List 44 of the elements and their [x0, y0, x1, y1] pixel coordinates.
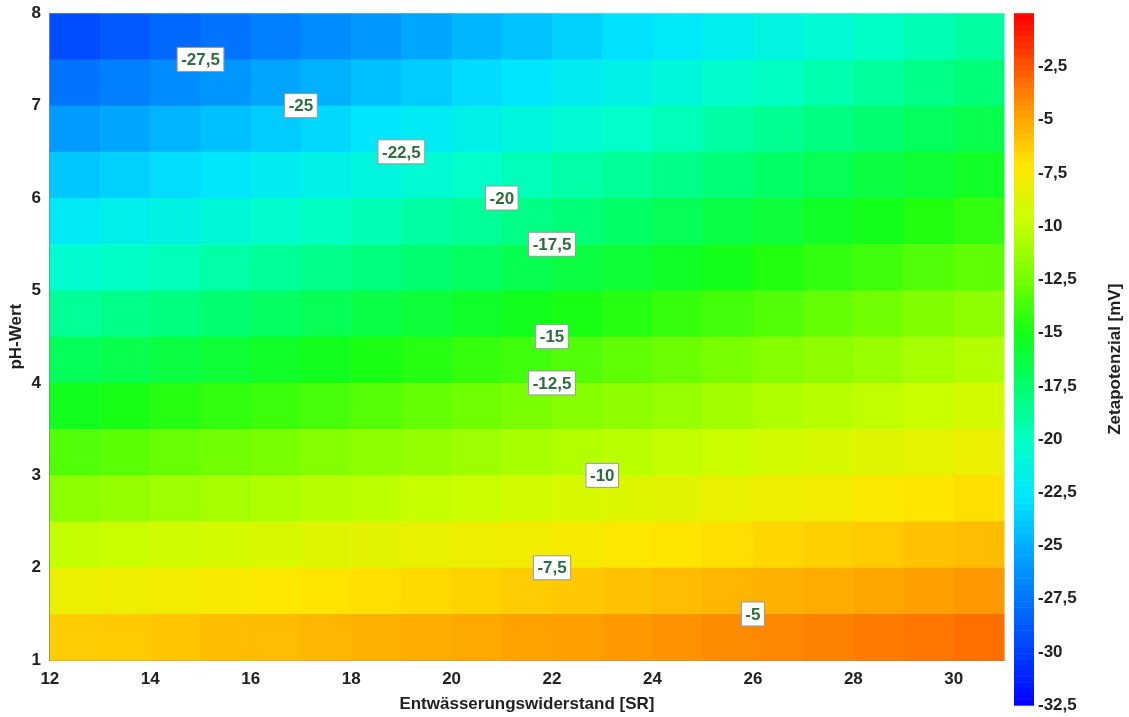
color-bar-label: -22,5: [1038, 481, 1077, 501]
color-bar-label: -30: [1038, 641, 1063, 661]
annotation: -5: [745, 604, 761, 624]
color-bar-label: -10: [1038, 215, 1063, 235]
annotation: -10: [589, 466, 615, 486]
color-bar-title: Zetapotenzial [mV]: [1104, 283, 1124, 435]
y-tick-label: 3: [31, 465, 41, 485]
y-tick-label: 5: [31, 280, 41, 300]
color-bar-label: -15: [1038, 322, 1063, 342]
x-tick-label: 30: [944, 669, 964, 689]
x-tick-label: 28: [843, 669, 863, 689]
x-tick-label: 18: [341, 669, 361, 689]
color-bar-label: -32,5: [1038, 694, 1077, 714]
y-tick-label: 8: [31, 2, 41, 22]
color-bar-label: -7,5: [1038, 162, 1068, 182]
y-tick-label: 2: [31, 557, 41, 577]
annotation: -15: [539, 327, 565, 347]
x-tick-label: 22: [542, 669, 562, 689]
y-tick-label: 1: [31, 649, 41, 669]
x-tick-label: 16: [241, 669, 261, 689]
x-tick-label: 24: [643, 669, 663, 689]
color-bar-label: -17,5: [1038, 375, 1077, 395]
y-tick-label: 6: [31, 187, 41, 207]
y-tick-label: 4: [31, 372, 42, 392]
color-bar-label: -5: [1038, 109, 1054, 129]
annotation: -25: [288, 96, 314, 116]
annotation: -20: [489, 188, 515, 208]
annotation: -7,5: [537, 558, 567, 578]
x-tick-label: 14: [140, 669, 161, 689]
color-bar-label: -2,5: [1038, 56, 1068, 76]
color-bar-label: -12,5: [1038, 269, 1077, 289]
x-tick-label: 20: [442, 669, 462, 689]
annotation: -22,5: [382, 142, 421, 162]
color-bar-label: -27,5: [1038, 588, 1077, 608]
annotation: -12,5: [532, 373, 572, 393]
annotation: -27,5: [181, 50, 220, 70]
y-tick-label: 7: [31, 95, 41, 115]
x-tick-label: 26: [743, 669, 763, 689]
color-bar-label: -20: [1038, 428, 1063, 448]
x-axis-title: Entwässerungswiderstand [SR]: [399, 694, 655, 714]
x-tick-label: 12: [40, 669, 60, 689]
color-bar-label: -25: [1038, 535, 1063, 555]
y-axis-title: pH-Wert: [5, 303, 25, 370]
annotation: -17,5: [532, 234, 572, 254]
